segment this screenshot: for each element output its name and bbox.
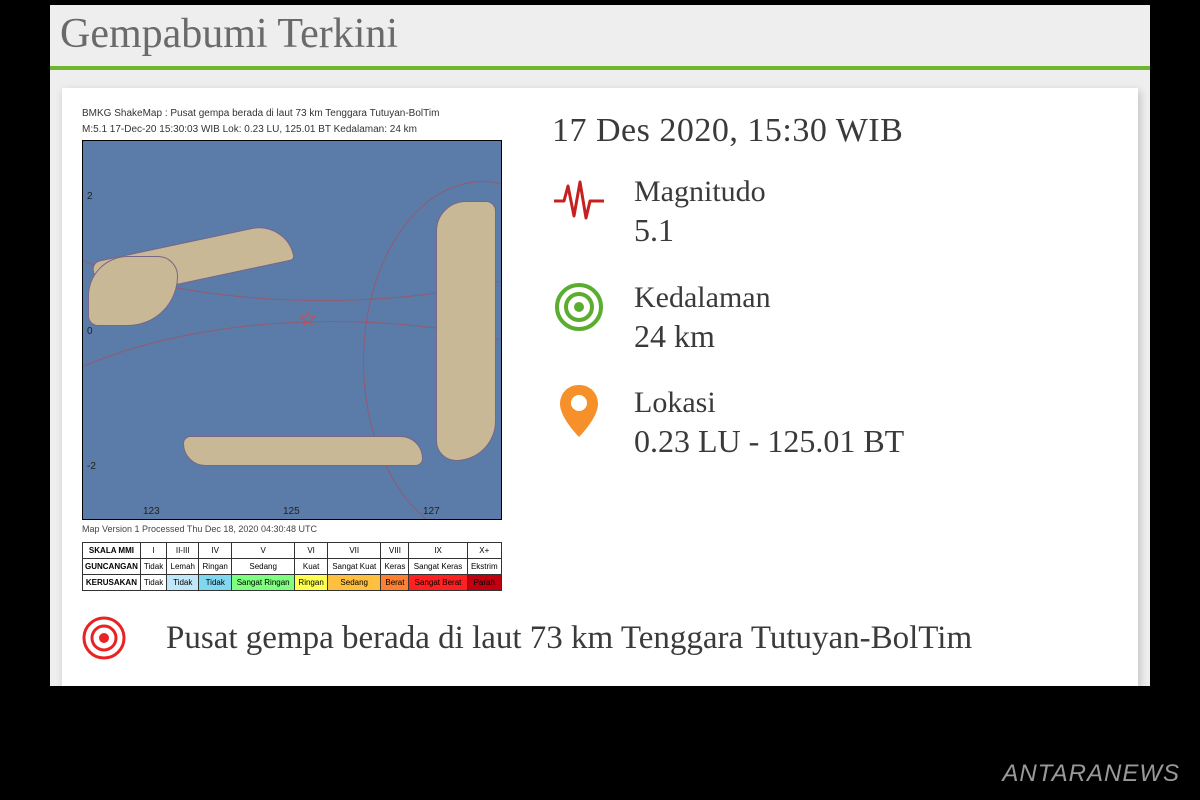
magnitude-icon bbox=[552, 174, 606, 228]
shakemap: ☆ 2 0 -2 123 125 127 bbox=[82, 140, 502, 520]
epicenter-icon: ☆ bbox=[298, 306, 318, 332]
watermark: ANTARANEWS bbox=[1002, 760, 1180, 788]
title-underline bbox=[50, 66, 1150, 70]
depth-label: Kedalaman bbox=[634, 280, 771, 316]
axis-label: 2 bbox=[87, 191, 93, 202]
earthquake-card: BMKG ShakeMap : Pusat gempa berada di la… bbox=[62, 88, 1138, 686]
map-caption-1: BMKG ShakeMap : Pusat gempa berada di la… bbox=[82, 108, 522, 120]
magnitude-value: 5.1 bbox=[634, 210, 766, 252]
magnitude-item: Magnitudo 5.1 bbox=[552, 174, 1118, 252]
summary-text: Pusat gempa berada di laut 73 km Tenggar… bbox=[166, 616, 972, 661]
depth-text: Kedalaman 24 km bbox=[634, 280, 771, 358]
epicenter-target-icon bbox=[82, 616, 126, 660]
location-value: 0.23 LU - 125.01 BT bbox=[634, 421, 904, 463]
page-title: Gempabumi Terkini bbox=[50, 5, 1150, 66]
location-label: Lokasi bbox=[634, 385, 904, 421]
location-text: Lokasi 0.23 LU - 125.01 BT bbox=[634, 385, 904, 463]
info-column: 17 Des 2020, 15:30 WIB Magnitudo 5.1 bbox=[552, 108, 1118, 591]
map-column: BMKG ShakeMap : Pusat gempa berada di la… bbox=[82, 108, 522, 591]
axis-label: 0 bbox=[87, 326, 93, 337]
depth-icon bbox=[552, 280, 606, 334]
depth-value: 24 km bbox=[634, 316, 771, 358]
landmass bbox=[183, 436, 423, 466]
location-item: Lokasi 0.23 LU - 125.01 BT bbox=[552, 385, 1118, 463]
axis-label: 125 bbox=[283, 506, 300, 517]
map-footer: Map Version 1 Processed Thu Dec 18, 2020… bbox=[82, 524, 522, 534]
axis-label: 123 bbox=[143, 506, 160, 517]
landmass bbox=[88, 256, 178, 326]
page-container: Gempabumi Terkini BMKG ShakeMap : Pusat … bbox=[50, 5, 1150, 686]
depth-item: Kedalaman 24 km bbox=[552, 280, 1118, 358]
content-row: BMKG ShakeMap : Pusat gempa berada di la… bbox=[82, 108, 1118, 591]
map-caption-2: M:5.1 17-Dec-20 15:30:03 WIB Lok: 0.23 L… bbox=[82, 124, 522, 136]
location-icon bbox=[552, 385, 606, 439]
axis-label: -2 bbox=[87, 461, 96, 472]
magnitude-label: Magnitudo bbox=[634, 174, 766, 210]
mmi-scale-table: SKALA MMIIII-IIIIVVVIVIIVIIIIXX+GUNCANGA… bbox=[82, 542, 502, 591]
landmass bbox=[436, 201, 496, 461]
summary-row: Pusat gempa berada di laut 73 km Tenggar… bbox=[82, 611, 1118, 666]
axis-label: 127 bbox=[423, 506, 440, 517]
magnitude-text: Magnitudo 5.1 bbox=[634, 174, 766, 252]
datetime-text: 17 Des 2020, 15:30 WIB bbox=[552, 112, 1118, 150]
